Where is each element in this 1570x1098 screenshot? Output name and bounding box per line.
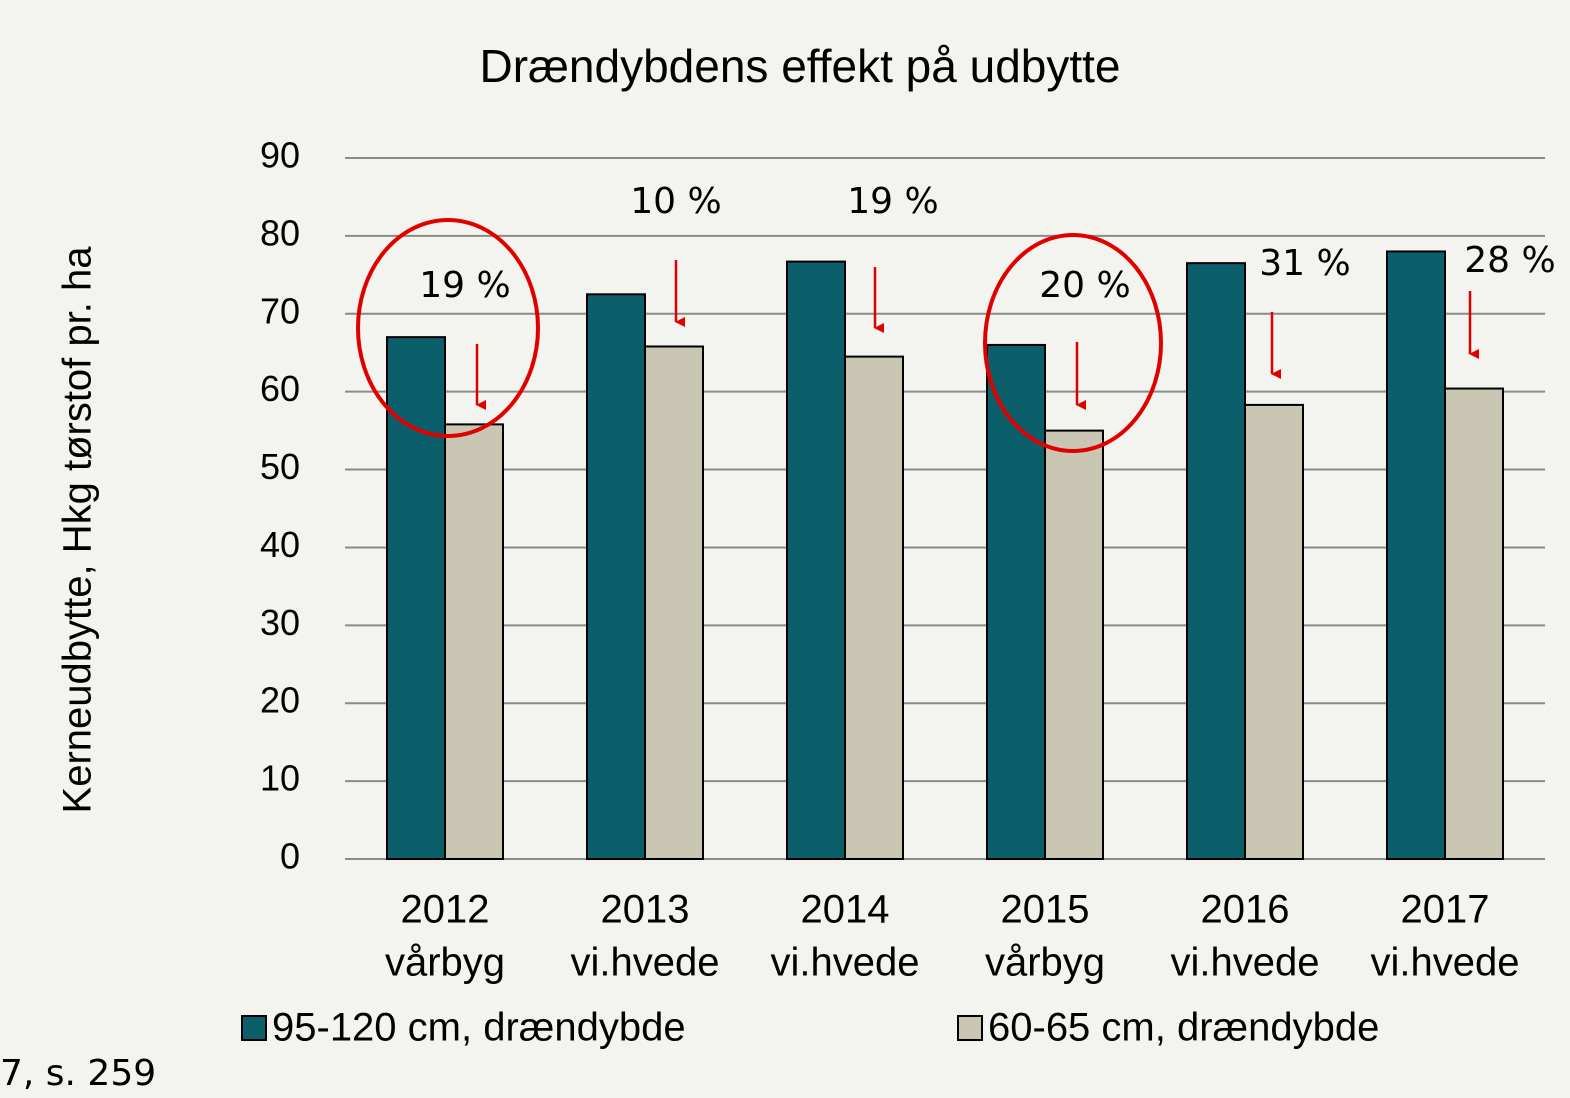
bar [444,423,504,860]
bar [1444,387,1504,860]
x-tick-label: 2014 [801,888,890,932]
x-tick-sublabel: vi.hvede [771,941,920,985]
y-tick-label: 90 [260,135,300,176]
bar [1244,403,1304,860]
annotation: 19 % [847,181,938,222]
y-tick-label: 40 [260,524,300,565]
y-tick-label: 50 [260,446,300,487]
bar [644,345,704,861]
bar [1186,262,1246,860]
annotation: 31 % [1259,243,1350,284]
x-tick-sublabel: vi.hvede [1371,941,1520,985]
bar [986,343,1046,860]
highlight-ellipse [983,233,1163,453]
bar [586,293,646,860]
legend-label: 95-120 cm, drændybde [272,1006,686,1050]
x-tick-label: 2015 [1001,888,1090,932]
bar [1044,429,1104,860]
chart-title: Drændybdens effekt på udbytte [479,40,1120,92]
footer-text: 7, s. 259 [0,1053,156,1094]
y-axis-label: Kerneudbytte, Hkg tørstof pr. ha [56,246,100,814]
x-tick-sublabel: vi.hvede [571,941,720,985]
highlight-ellipse [356,218,540,438]
x-tick-label: 2016 [1201,888,1290,932]
x-tick-label: 2013 [601,888,690,932]
y-tick-label: 60 [260,368,300,409]
legend-label: 60-65 cm, drændybde [988,1006,1379,1050]
y-tick-label: 80 [260,212,300,253]
y-tick-label: 20 [260,680,300,721]
annotation: 28 % [1464,240,1555,281]
annotation: 19 % [419,265,510,306]
annotation: 10 % [630,181,721,222]
bar [786,260,846,860]
annotation: 20 % [1039,265,1130,306]
x-tick-sublabel: vårbyg [985,941,1105,985]
legend-swatch [241,1015,267,1041]
y-tick-label: 30 [260,602,300,643]
x-tick-label: 2017 [1401,888,1490,932]
bar [844,355,904,860]
x-tick-label: 2012 [401,888,490,932]
legend-swatch [957,1015,983,1041]
y-tick-label: 70 [260,290,300,331]
y-tick-label: 10 [260,758,300,799]
bar [1386,250,1446,860]
y-tick-label: 0 [280,836,300,877]
x-tick-sublabel: vårbyg [385,941,505,985]
x-tick-sublabel: vi.hvede [1171,941,1320,985]
